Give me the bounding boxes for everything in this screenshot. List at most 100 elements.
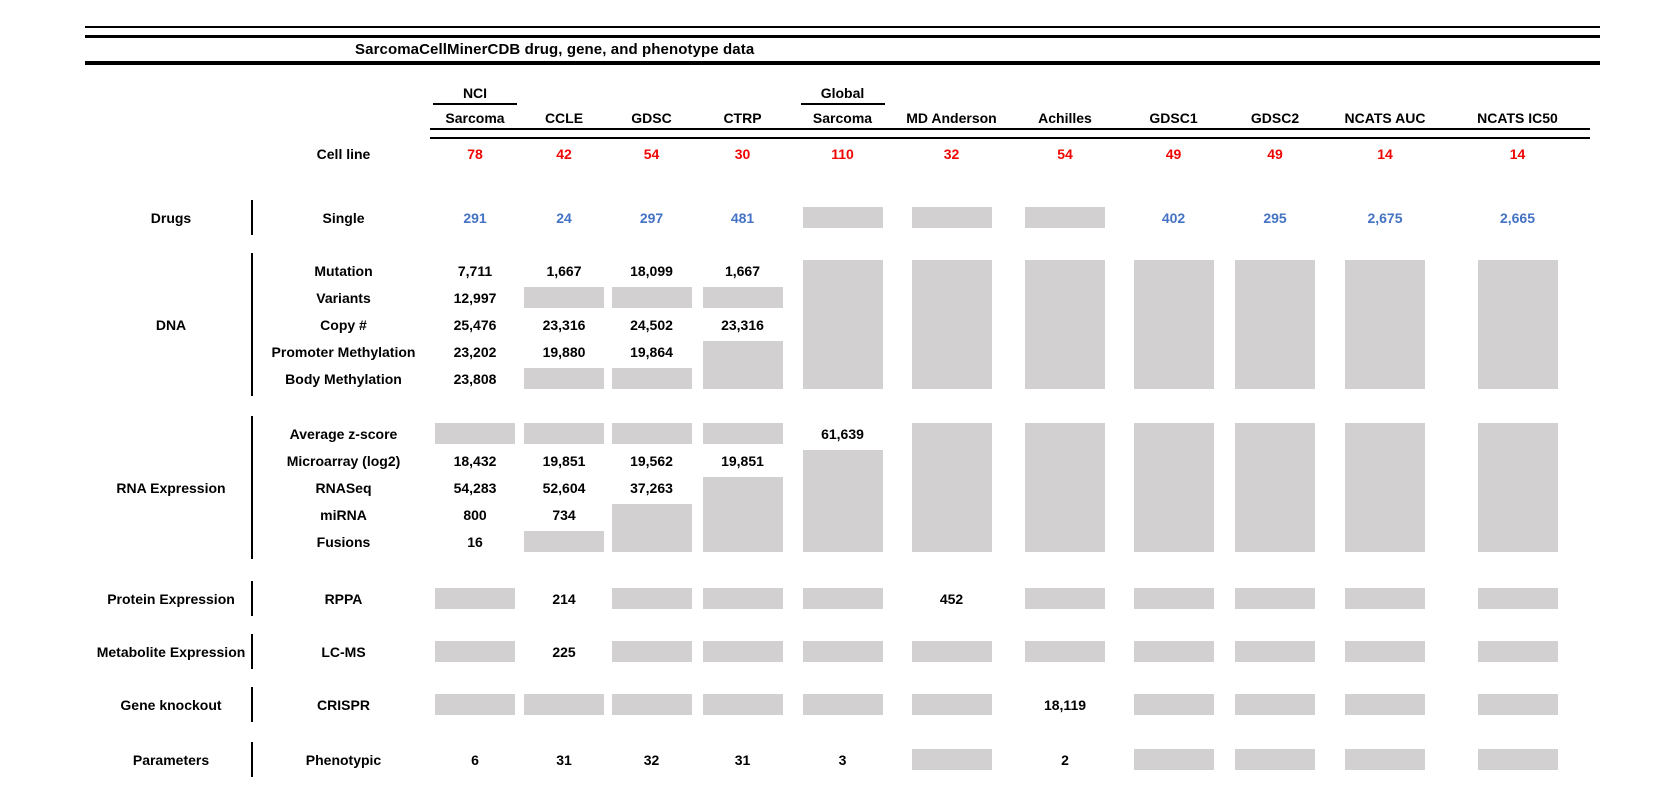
missing-data-box (1345, 749, 1425, 770)
missing-data-box (1025, 588, 1105, 609)
column-top-label-global: Global (790, 79, 895, 105)
missing-data-box (1133, 694, 1214, 715)
missing-data-box (1345, 694, 1425, 715)
value-cell: 54,283 (453, 479, 497, 496)
value-cell: 291 (463, 209, 487, 226)
missing-data-box (702, 423, 783, 444)
missing-data-box (524, 287, 604, 308)
row-label-phenotypic: Phenotypic (305, 751, 382, 768)
group-divider (251, 687, 253, 722)
missing-data-box (1235, 423, 1315, 552)
value-cell: 214 (552, 590, 576, 607)
value-cell: 225 (552, 643, 576, 660)
missing-data-box (1477, 749, 1558, 770)
value-cell: 18,119 (1043, 696, 1087, 713)
value-cell: 37,263 (630, 479, 673, 496)
missing-data-box (802, 260, 883, 389)
missing-data-box (1235, 694, 1315, 715)
column-header-sarcoma-0: Sarcoma (445, 110, 505, 126)
column-header-ncats-auc-9: NCATS AUC (1344, 110, 1426, 126)
value-cell: 31 (556, 751, 572, 768)
missing-data-box (911, 207, 992, 228)
missing-data-box (611, 694, 692, 715)
column-header-gdsc1-7: GDSC1 (1149, 110, 1198, 126)
missing-data-box (702, 341, 783, 389)
column-header-md-anderson-5: MD Anderson (906, 110, 997, 126)
section-drugs: Drugs Single 291 24 297 481 402 295 2,675 2,665 (85, 200, 1600, 235)
group-label-dna: DNA (155, 316, 187, 333)
value-cell: 7,711 (457, 262, 493, 279)
row-label-microarray-log2: Microarray (log2) (286, 452, 401, 469)
missing-data-box (1025, 641, 1105, 662)
row-label-lc-ms: LC-MS (321, 643, 366, 660)
value-cell: 402 (1161, 209, 1186, 226)
cell-line-count-md-anderson-5: 32 (943, 146, 960, 162)
missing-data-box (702, 694, 783, 715)
missing-data-box (1345, 641, 1425, 662)
missing-data-box (524, 423, 604, 444)
section-metabolite-expression: Metabolite Expression LC-MS 225 (85, 634, 1600, 669)
missing-data-box (611, 504, 692, 552)
missing-data-box (435, 641, 515, 662)
cell-line-count-ncats-auc-9: 14 (1377, 146, 1393, 162)
missing-data-box (802, 641, 883, 662)
cell-line-count-sarcoma-0: 78 (467, 146, 483, 162)
cell-line-count-sarcoma-4: 110 (831, 146, 854, 162)
missing-data-box (1025, 207, 1105, 228)
missing-data-box (802, 694, 883, 715)
title-block: SarcomaCellMinerCDB drug, gene, and phen… (85, 26, 1600, 65)
value-cell: 452 (939, 590, 964, 607)
missing-data-box (435, 423, 515, 444)
value-cell: 19,851 (721, 452, 764, 469)
table-body: Drugs Single 291 24 297 481 402 295 2,675 2,665 DN… (85, 200, 1600, 777)
value-cell: 23,316 (721, 316, 764, 333)
missing-data-box (1477, 694, 1558, 715)
value-cell: 734 (552, 506, 576, 523)
cell-line-count-gdsc-2: 54 (643, 146, 660, 162)
missing-data-box (611, 287, 692, 308)
figure-page: SarcomaCellMinerCDB drug, gene, and phen… (85, 0, 1600, 777)
value-cell: 2,665 (1499, 209, 1536, 226)
missing-data-box (1235, 641, 1315, 662)
missing-data-box (702, 477, 783, 552)
group-label-metabolite-expression: Metabolite Expression (96, 643, 246, 660)
value-cell: 52,604 (542, 479, 586, 496)
missing-data-box (1345, 260, 1425, 389)
value-cell: 32 (643, 751, 660, 768)
missing-data-box (802, 450, 883, 552)
column-header-sarcoma-4: Sarcoma (812, 110, 873, 126)
value-cell: 800 (463, 506, 487, 523)
value-cell: 2 (1061, 751, 1069, 768)
value-cell: 19,864 (630, 343, 673, 360)
column-top-label-text: Global (800, 85, 885, 105)
missing-data-box (1345, 423, 1425, 552)
value-cell: 297 (639, 209, 664, 226)
row-label-body-methylation: Body Methylation (285, 370, 402, 387)
column-header-achilles-6: Achilles (1038, 110, 1092, 126)
value-cell: 25,476 (453, 316, 497, 333)
missing-data-box (611, 368, 692, 389)
value-cell: 295 (1263, 209, 1287, 226)
group-divider (251, 742, 253, 777)
missing-data-box (611, 641, 692, 662)
value-cell: 23,316 (542, 316, 586, 333)
missing-data-box (1235, 588, 1315, 609)
value-cell: 24,502 (630, 316, 673, 333)
group-divider (251, 416, 253, 559)
table-header: NCI Sarcoma CCLE GDSC CTRP Global Sarcoma MD An… (85, 79, 1600, 170)
missing-data-box (435, 694, 515, 715)
value-cell: 481 (730, 209, 755, 226)
cell-line-count-ncats-ic50-10: 14 (1509, 146, 1526, 162)
missing-data-box (1133, 641, 1214, 662)
value-cell: 1,667 (546, 262, 582, 279)
group-label-gene-knockout: Gene knockout (120, 696, 222, 713)
missing-data-box (611, 588, 692, 609)
value-cell: 3 (838, 751, 847, 768)
missing-data-box (1477, 588, 1558, 609)
row-label-mutation: Mutation (314, 262, 373, 279)
group-label-protein-expression: Protein Expression (107, 590, 235, 607)
missing-data-box (802, 207, 883, 228)
value-cell: 19,880 (542, 343, 586, 360)
section-dna: DNA Mutation 7,711 1,667 18,099 1,667 Variants… (85, 253, 1600, 396)
group-divider (251, 581, 253, 616)
